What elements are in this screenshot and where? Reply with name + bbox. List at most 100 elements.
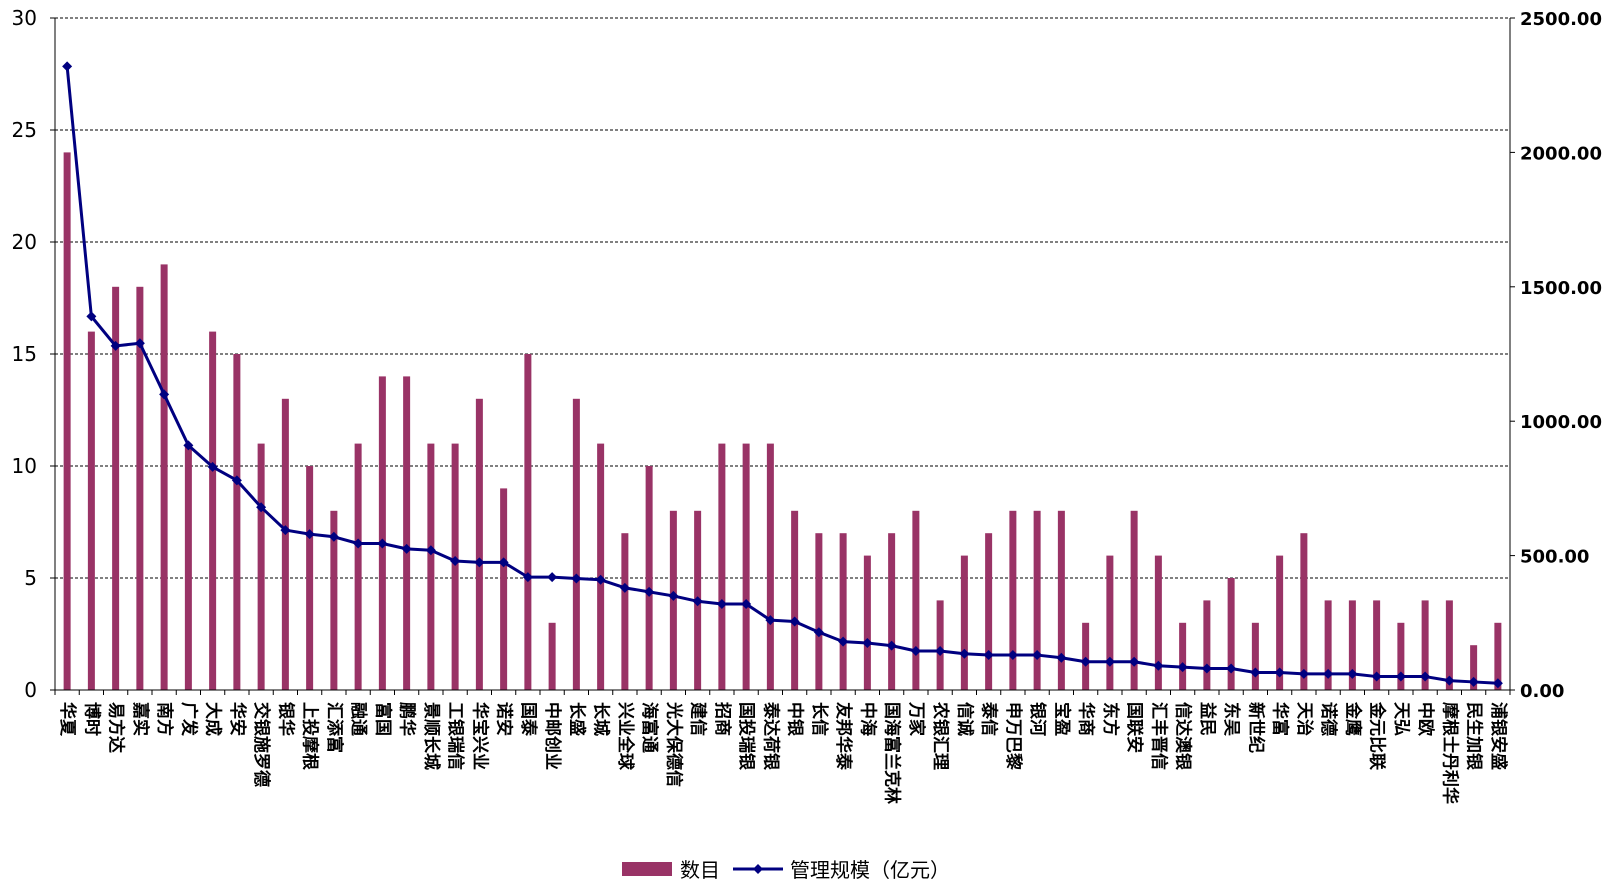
category-label-26: 建信 <box>688 702 709 736</box>
category-label-1: 博时 <box>81 702 102 736</box>
category-label-18: 诺安 <box>494 702 515 736</box>
line-point-22 <box>595 574 606 585</box>
line-point-33 <box>862 637 873 648</box>
axes <box>50 17 1515 695</box>
line-point-25 <box>668 590 679 601</box>
category-label-3: 嘉实 <box>130 701 151 736</box>
line-point-51 <box>1298 668 1309 679</box>
category-label-59: 浦银安盛 <box>1488 702 1509 770</box>
bar-9 <box>281 398 289 690</box>
bar-42 <box>1082 622 1090 690</box>
legend-line-label: 管理规模（亿元） <box>790 858 950 882</box>
bar-54 <box>1373 600 1381 690</box>
category-label-55: 天弘 <box>1391 702 1411 736</box>
bar-22 <box>597 443 605 690</box>
bar-7 <box>233 354 241 690</box>
category-label-29: 泰达荷银 <box>760 702 781 771</box>
category-label-25: 光大保德信 <box>663 701 684 787</box>
bar-47 <box>1203 600 1211 690</box>
line-point-21 <box>571 573 582 584</box>
category-label-30: 中银 <box>785 702 806 737</box>
bar-6 <box>209 331 217 690</box>
line-point-30 <box>789 616 800 627</box>
line-point-16 <box>450 555 461 566</box>
line-point-55 <box>1395 671 1406 682</box>
line-point-13 <box>377 538 388 549</box>
line-point-40 <box>1032 650 1043 661</box>
category-label-14: 鹏华 <box>397 702 418 736</box>
line-point-23 <box>619 582 630 593</box>
line-point-28 <box>741 598 752 609</box>
category-label-43: 东方 <box>1100 702 1121 736</box>
bar-14 <box>403 376 411 690</box>
bar-16 <box>451 443 459 690</box>
line-point-1 <box>86 311 97 322</box>
category-label-10: 上投摩根 <box>300 702 321 770</box>
category-label-58: 民生加银 <box>1464 702 1485 771</box>
line-point-54 <box>1371 671 1382 682</box>
left-tick-label-6: 30 <box>12 6 37 30</box>
bar-46 <box>1179 622 1187 690</box>
category-label-42: 华商 <box>1076 702 1097 736</box>
bar-4 <box>160 264 168 690</box>
bar-20 <box>548 622 556 690</box>
line-point-37 <box>959 648 970 659</box>
line-point-5 <box>183 440 194 451</box>
category-label-8: 交银施罗德 <box>251 702 272 787</box>
category-label-9: 银华 <box>275 702 296 736</box>
bar-44 <box>1130 510 1138 690</box>
line-point-19 <box>522 572 533 583</box>
bar-55 <box>1397 622 1405 690</box>
bar-59 <box>1494 622 1502 690</box>
category-label-16: 工银瑞信 <box>445 702 466 770</box>
line-point-3 <box>134 338 145 349</box>
line-point-8 <box>256 502 267 513</box>
bar-57 <box>1445 600 1453 690</box>
bar-series <box>63 152 1502 690</box>
line-point-57 <box>1444 675 1455 686</box>
line-point-47 <box>1201 663 1212 674</box>
line-point-45 <box>1153 660 1164 671</box>
bar-15 <box>427 443 435 690</box>
line-point-35 <box>910 646 921 657</box>
line-point-48 <box>1226 663 1237 674</box>
category-label-48: 东吴 <box>1221 702 1242 736</box>
category-label-33: 中海 <box>857 702 878 736</box>
line-point-42 <box>1080 656 1091 667</box>
category-label-12: 融通 <box>348 702 368 736</box>
right-tick-label-0: 0.00 <box>1520 681 1564 702</box>
right-tick-label-2: 1000.00 <box>1520 412 1602 433</box>
legend-line-marker <box>753 864 763 874</box>
left-tick-label-5: 25 <box>12 118 37 142</box>
bar-56 <box>1421 600 1429 690</box>
line-point-9 <box>280 525 291 536</box>
category-label-50: 华富 <box>1270 702 1291 736</box>
bar-58 <box>1470 645 1478 690</box>
bar-12 <box>354 443 362 690</box>
category-label-27: 招商 <box>712 702 733 736</box>
bar-2 <box>112 286 120 690</box>
line-point-34 <box>886 640 897 651</box>
bar-21 <box>572 398 580 690</box>
bar-8 <box>257 443 265 690</box>
line-point-58 <box>1468 676 1479 687</box>
category-label-57: 摩根士丹利华 <box>1439 702 1460 804</box>
bar-10 <box>306 466 314 690</box>
bar-31 <box>815 533 823 690</box>
line-point-27 <box>716 598 727 609</box>
bar-34 <box>888 533 896 690</box>
left-axis-ticks: 0 5 10 15 20 25 30 <box>12 6 37 702</box>
category-label-20: 中邮创业 <box>542 702 563 770</box>
bar-32 <box>839 533 847 690</box>
bar-50 <box>1276 555 1284 690</box>
bar-41 <box>1057 510 1065 690</box>
left-tick-label-0: 0 <box>24 678 37 702</box>
line-point-26 <box>692 596 703 607</box>
category-label-11: 汇添富 <box>324 702 345 753</box>
bar-53 <box>1348 600 1356 690</box>
category-label-34: 国海富兰克林 <box>882 702 903 804</box>
line-point-18 <box>498 557 509 568</box>
category-label-47: 益民 <box>1197 702 1218 736</box>
line-point-17 <box>474 557 485 568</box>
right-axis-ticks: 0.00 500.00 1000.00 1500.00 2000.00 2500.00 <box>1520 9 1602 702</box>
